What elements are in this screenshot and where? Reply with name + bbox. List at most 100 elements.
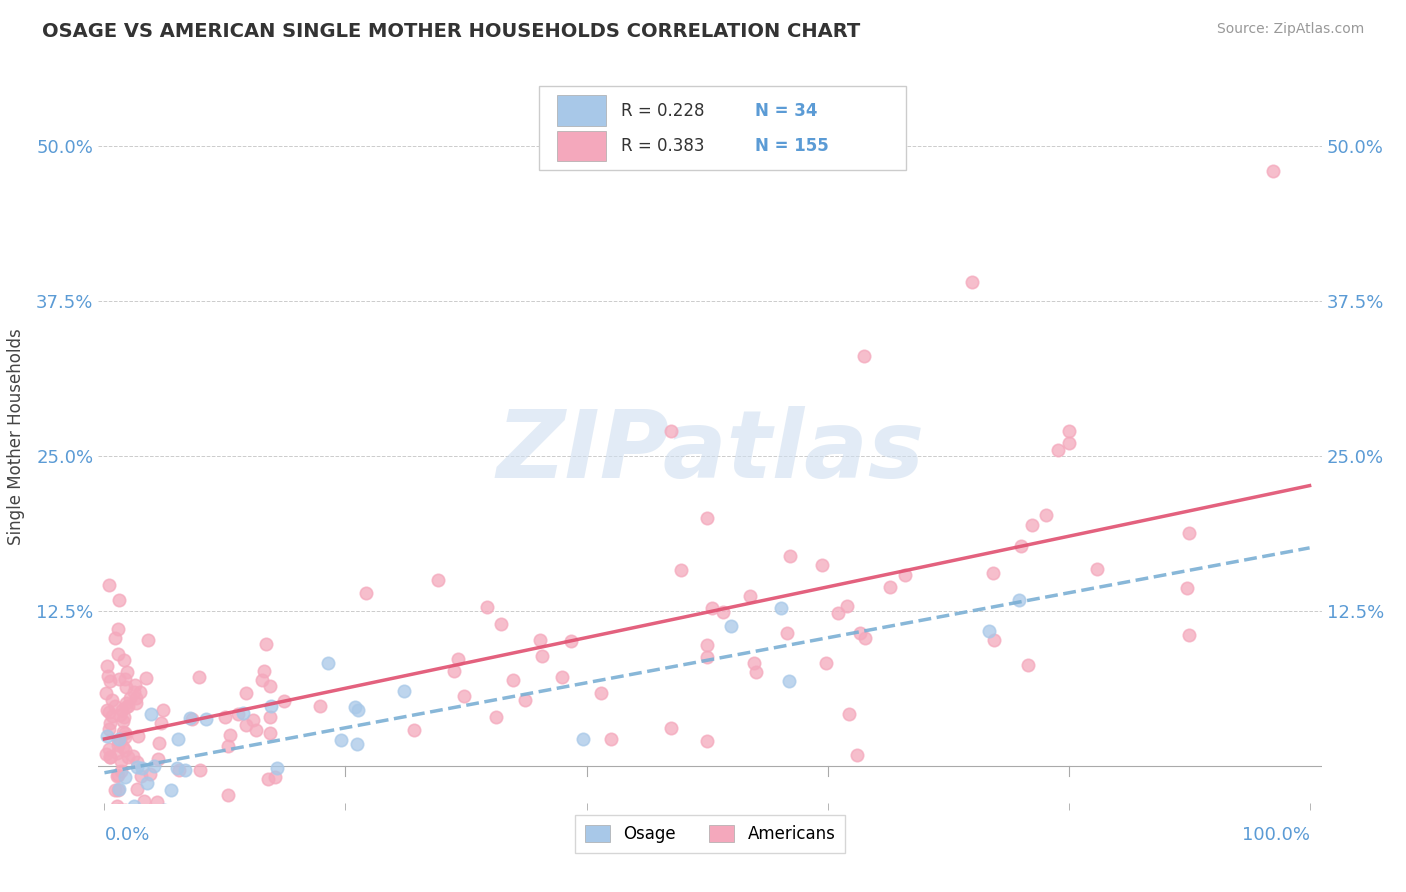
Point <box>108 673 131 687</box>
Point <box>217 739 239 753</box>
Point <box>125 690 148 705</box>
Point <box>846 747 869 762</box>
Point <box>134 794 156 808</box>
Point <box>571 732 593 747</box>
Point <box>346 737 368 751</box>
Point <box>329 732 352 747</box>
Point <box>1085 562 1108 576</box>
Point <box>98 674 121 689</box>
Point <box>100 750 122 764</box>
Point <box>489 616 512 631</box>
Point <box>742 656 765 670</box>
Point <box>122 799 145 814</box>
Point <box>104 783 127 797</box>
Point <box>117 698 139 713</box>
Point <box>235 686 257 700</box>
Point <box>146 751 169 765</box>
Point <box>837 599 859 614</box>
Point <box>97 669 120 683</box>
Text: Source: ZipAtlas.com: Source: ZipAtlas.com <box>1216 22 1364 37</box>
Point <box>711 605 734 619</box>
Text: N = 34: N = 34 <box>755 102 818 120</box>
Point <box>129 769 152 783</box>
Point <box>122 685 145 699</box>
Point <box>981 566 1004 580</box>
Point <box>551 670 574 684</box>
Point <box>308 699 330 714</box>
Point <box>112 710 135 724</box>
Point <box>259 679 281 693</box>
Point <box>110 754 132 768</box>
Point <box>356 586 378 600</box>
Point <box>253 665 276 679</box>
Point <box>187 670 209 684</box>
Point <box>1177 526 1199 541</box>
Point <box>960 275 983 289</box>
Point <box>344 700 367 714</box>
Point <box>485 710 508 724</box>
Point <box>852 350 875 364</box>
Text: R = 0.228: R = 0.228 <box>620 102 704 120</box>
Point <box>159 783 181 797</box>
Point <box>127 729 149 743</box>
Point <box>115 696 138 710</box>
Text: 0.0%: 0.0% <box>104 826 150 844</box>
Point <box>259 709 281 723</box>
Point <box>1178 628 1201 642</box>
Point <box>531 648 554 663</box>
Point <box>194 712 217 726</box>
Point <box>105 768 128 782</box>
Point <box>94 812 117 826</box>
FancyBboxPatch shape <box>557 95 606 127</box>
Point <box>117 750 139 764</box>
Point <box>700 601 723 615</box>
Point <box>1035 508 1057 523</box>
FancyBboxPatch shape <box>557 130 606 161</box>
Point <box>738 589 761 603</box>
Point <box>139 707 162 722</box>
Point <box>250 673 273 687</box>
Point <box>529 632 551 647</box>
Point <box>107 733 129 747</box>
Point <box>107 768 129 782</box>
Point <box>254 637 277 651</box>
Point <box>104 699 127 714</box>
Point <box>591 686 613 700</box>
Point <box>114 803 136 817</box>
Point <box>108 781 131 796</box>
Point <box>1021 518 1043 533</box>
Point <box>848 626 870 640</box>
Point <box>443 664 465 678</box>
Point <box>120 819 142 833</box>
Point <box>260 699 283 714</box>
Point <box>979 624 1001 638</box>
Point <box>105 822 128 836</box>
Point <box>273 694 295 708</box>
Point <box>139 767 162 781</box>
Point <box>257 772 280 786</box>
Point <box>214 710 236 724</box>
Point <box>347 703 370 717</box>
Point <box>131 761 153 775</box>
Point <box>671 563 693 577</box>
Point <box>814 656 837 670</box>
Point <box>1263 163 1285 178</box>
Point <box>108 707 131 722</box>
Point <box>404 723 426 737</box>
FancyBboxPatch shape <box>538 86 905 170</box>
Point <box>1175 581 1198 595</box>
Point <box>166 761 188 775</box>
Point <box>128 685 150 699</box>
Point <box>112 725 135 739</box>
Point <box>107 803 129 817</box>
Point <box>447 652 470 666</box>
Point <box>107 738 129 752</box>
Point <box>105 814 128 829</box>
Point <box>394 684 416 698</box>
Point <box>104 632 127 646</box>
Point <box>190 763 212 777</box>
Y-axis label: Single Mother Households: Single Mother Households <box>7 329 25 545</box>
Point <box>219 728 242 742</box>
Point <box>96 729 118 743</box>
Text: N = 155: N = 155 <box>755 137 830 155</box>
